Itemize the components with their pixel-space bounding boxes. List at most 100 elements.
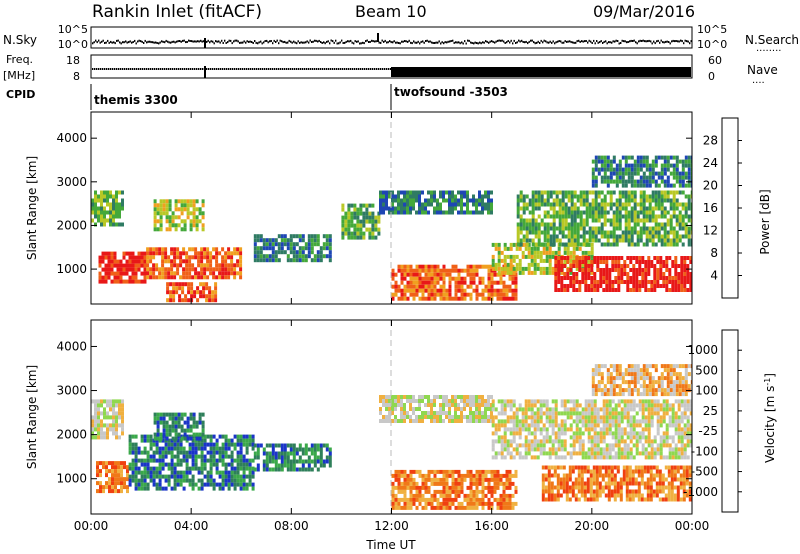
data-cell <box>500 258 504 263</box>
data-cell <box>218 263 222 268</box>
data-cell <box>412 407 415 411</box>
data-cell <box>292 463 296 468</box>
data-cell <box>478 497 482 502</box>
data-cell <box>403 198 406 203</box>
data-cell <box>597 206 601 211</box>
data-cell <box>554 284 558 288</box>
data-cell <box>499 501 503 506</box>
noise-sample <box>189 40 191 42</box>
data-cell <box>469 505 473 510</box>
data-cell <box>221 454 225 459</box>
noise-sample <box>215 40 217 43</box>
data-cell <box>424 276 428 281</box>
data-cell <box>575 435 579 440</box>
data-cell <box>672 214 676 219</box>
data-cell <box>511 505 515 510</box>
data-cell <box>268 242 272 247</box>
data-cell <box>412 276 416 281</box>
data-cell <box>230 470 234 475</box>
data-cell <box>233 442 237 447</box>
data-cell <box>481 485 485 490</box>
data-cell <box>319 443 323 448</box>
data-cell <box>491 455 495 460</box>
data-cell <box>594 214 598 219</box>
data-cell <box>169 290 173 295</box>
data-cell <box>516 210 520 215</box>
data-cell <box>663 155 667 160</box>
data-cell <box>109 415 112 420</box>
data-cell <box>430 194 433 199</box>
freq-sample <box>170 68 172 70</box>
data-cell <box>591 167 595 172</box>
data-cell <box>527 254 531 259</box>
data-cell <box>539 254 543 259</box>
data-cell <box>627 214 631 219</box>
data-cell <box>511 493 515 498</box>
data-cell <box>653 264 657 268</box>
data-cell <box>630 163 634 168</box>
data-cell <box>678 234 682 239</box>
data-cell <box>143 458 147 463</box>
noise-sample <box>590 40 592 43</box>
data-cell <box>672 230 676 235</box>
data-cell <box>191 466 195 471</box>
data-cell <box>292 258 296 263</box>
data-cell <box>215 482 219 487</box>
data-cell <box>671 288 675 292</box>
data-cell <box>578 260 582 264</box>
data-cell <box>557 256 561 260</box>
data-cell <box>668 288 672 292</box>
freq-sample <box>384 68 386 70</box>
data-cell <box>618 234 622 239</box>
data-cell <box>472 489 476 494</box>
data-cell <box>491 443 495 448</box>
data-cell <box>650 288 654 292</box>
noise-sample <box>597 41 599 44</box>
data-cell <box>617 284 621 288</box>
data-cell <box>594 167 598 172</box>
data-cell <box>307 234 311 239</box>
data-cell <box>164 271 168 276</box>
data-cell <box>200 263 204 268</box>
data-cell <box>233 482 237 487</box>
data-cell <box>421 395 424 399</box>
data-cell <box>687 214 691 219</box>
data-cell <box>552 230 556 235</box>
data-cell <box>572 407 576 412</box>
data-cell <box>107 275 111 280</box>
data-cell <box>641 268 645 272</box>
data-cell <box>681 190 685 195</box>
data-cell <box>672 206 676 211</box>
data-cell <box>280 455 284 460</box>
data-cell <box>524 246 528 251</box>
data-cell <box>481 473 485 478</box>
data-cell <box>359 227 363 232</box>
noise-sample <box>684 39 686 42</box>
data-cell <box>116 263 120 268</box>
data-cell <box>397 477 401 482</box>
data-cell <box>527 270 531 275</box>
data-cell <box>251 446 255 451</box>
noise-sample <box>111 41 113 44</box>
data-cell <box>514 284 518 289</box>
data-cell <box>466 473 470 478</box>
data-cell <box>149 446 153 451</box>
noise-sample <box>347 40 349 43</box>
data-cell <box>289 463 293 468</box>
data-cell <box>158 275 162 280</box>
data-cell <box>546 214 550 219</box>
data-cell <box>227 486 231 491</box>
data-cell <box>271 254 275 259</box>
data-cell <box>268 459 272 464</box>
data-cell <box>518 443 522 448</box>
noise-sample <box>371 39 373 42</box>
data-cell <box>218 470 222 475</box>
noise-sample <box>173 40 175 43</box>
data-cell <box>590 268 594 272</box>
data-cell <box>539 447 543 452</box>
data-cell <box>584 268 588 272</box>
data-cell <box>253 238 257 243</box>
noise-sample <box>660 39 662 42</box>
data-cell <box>307 447 311 452</box>
data-cell <box>178 286 182 291</box>
